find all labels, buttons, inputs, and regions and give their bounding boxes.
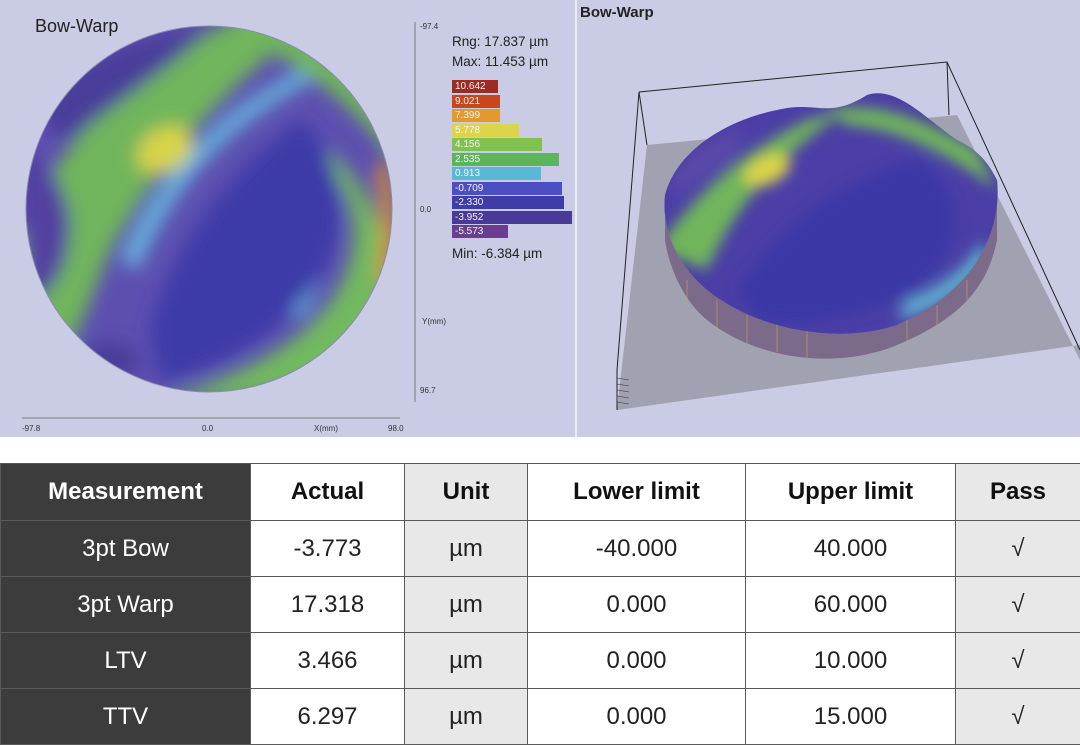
actual-value: 17.318 (251, 577, 405, 633)
color-scale-label: -2.330 (455, 196, 483, 209)
measurement-name: TTV (1, 689, 251, 745)
table-row: LTV 3.466 µm 0.000 10.000 √ (1, 633, 1080, 689)
x-tick-left: -97.8 (22, 424, 40, 433)
table-row: 3pt Bow -3.773 µm -40.000 40.000 √ (1, 521, 1080, 577)
section-spacer (0, 437, 1080, 463)
actual-value: -3.773 (251, 521, 405, 577)
map-3d-panel: Bow-Warp (577, 0, 1080, 437)
color-scale-label: 10.642 (455, 80, 486, 93)
actual-value: 6.297 (251, 689, 405, 745)
lower-limit-value: 0.000 (528, 577, 746, 633)
x-tick-right: 98.0 (388, 424, 404, 433)
color-scale-bar: 9.021 (452, 95, 500, 108)
map-2d-panel: Bow-Warp -97.4 0.0 Y(mm) 96.7 -97.8 0.0 … (0, 0, 575, 437)
pass-check: √ (956, 689, 1080, 745)
map-2d-title: Bow-Warp (35, 16, 118, 37)
measurement-name: 3pt Warp (1, 577, 251, 633)
x-axis-label: X(mm) (314, 424, 338, 433)
pass-check: √ (956, 521, 1080, 577)
color-scale-bar: 0.913 (452, 167, 541, 180)
color-scale-bar: -0.709 (452, 182, 562, 195)
col-header-measurement: Measurement (1, 464, 251, 521)
y-tick-bottom: 96.7 (420, 386, 436, 395)
color-scale-bar: 7.399 (452, 109, 500, 122)
color-scale-label: -5.573 (455, 225, 483, 238)
color-scale-bar: -5.573 (452, 225, 508, 238)
color-scale-bar: 10.642 (452, 80, 498, 93)
measurement-table: Measurement Actual Unit Lower limit Uppe… (0, 463, 1080, 745)
y-axis-label: Y(mm) (422, 317, 446, 326)
range-readout: Rng: 17.837 µm (452, 34, 548, 49)
color-scale-bar: 5.778 (452, 124, 519, 137)
y-tick-top: -97.4 (420, 22, 438, 31)
col-header-actual: Actual (251, 464, 405, 521)
lower-limit-value: 0.000 (528, 633, 746, 689)
lower-limit-value: -40.000 (528, 521, 746, 577)
color-scale-label: 0.913 (455, 167, 480, 180)
color-scale-label: 5.778 (455, 124, 480, 137)
upper-limit-value: 40.000 (746, 521, 956, 577)
col-header-pass: Pass (956, 464, 1080, 521)
table-header-row: Measurement Actual Unit Lower limit Uppe… (1, 464, 1080, 521)
unit-value: µm (405, 689, 528, 745)
unit-value: µm (405, 633, 528, 689)
wafer-3d-view (577, 0, 1080, 437)
upper-limit-value: 15.000 (746, 689, 956, 745)
color-scale-bar: -2.330 (452, 196, 564, 209)
color-scale-label: -0.709 (455, 182, 483, 195)
map-3d-title: Bow-Warp (580, 4, 654, 21)
measurement-name: LTV (1, 633, 251, 689)
color-scale-bar: 2.535 (452, 153, 559, 166)
col-header-upper-limit: Upper limit (746, 464, 956, 521)
color-scale-label: 4.156 (455, 138, 480, 151)
color-scale-bar: -3.952 (452, 211, 572, 224)
col-header-lower-limit: Lower limit (528, 464, 746, 521)
col-header-unit: Unit (405, 464, 528, 521)
y-tick-mid: 0.0 (420, 205, 431, 214)
unit-value: µm (405, 577, 528, 633)
unit-value: µm (405, 521, 528, 577)
lower-limit-value: 0.000 (528, 689, 746, 745)
pass-check: √ (956, 633, 1080, 689)
color-scale-label: -3.952 (455, 211, 483, 224)
table-row: 3pt Warp 17.318 µm 0.000 60.000 √ (1, 577, 1080, 633)
min-readout: Min: -6.384 µm (452, 246, 542, 261)
wafer-surface (10, 10, 400, 400)
color-scale-label: 2.535 (455, 153, 480, 166)
measurement-name: 3pt Bow (1, 521, 251, 577)
pass-check: √ (956, 577, 1080, 633)
actual-value: 3.466 (251, 633, 405, 689)
max-readout: Max: 11.453 µm (452, 54, 548, 69)
x-tick-mid: 0.0 (202, 424, 213, 433)
color-scale-bar: 4.156 (452, 138, 542, 151)
color-scale-label: 9.021 (455, 95, 480, 108)
color-scale-label: 7.399 (455, 109, 480, 122)
upper-limit-value: 10.000 (746, 633, 956, 689)
upper-limit-value: 60.000 (746, 577, 956, 633)
table-row: TTV 6.297 µm 0.000 15.000 √ (1, 689, 1080, 745)
